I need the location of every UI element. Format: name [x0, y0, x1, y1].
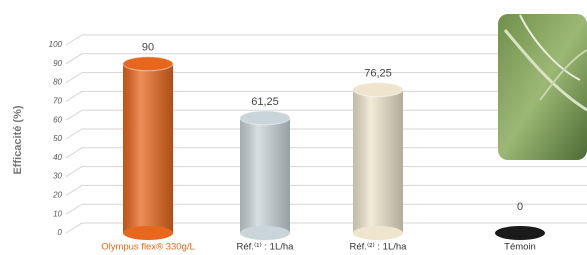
y-tick-label: 60	[53, 115, 62, 124]
bar-bottom	[240, 226, 290, 240]
bar-top	[123, 57, 173, 71]
bar-top	[240, 111, 290, 125]
bar-shade	[240, 118, 290, 233]
chart: Efficacité (%) 0 10 20 30 40 50 60 70 80 90 100 90 O…	[0, 0, 587, 255]
y-tick-label: 30	[53, 172, 62, 181]
bar-top	[353, 83, 403, 97]
value-label: 61,25	[251, 96, 279, 108]
value-label: 76,25	[364, 68, 392, 80]
y-tick-label: 90	[53, 59, 62, 68]
photo	[498, 14, 587, 160]
bar-shade	[353, 90, 403, 233]
value-label: 90	[142, 42, 154, 54]
x-tick-label: Témoin	[504, 242, 536, 253]
bar-top	[495, 226, 545, 240]
bar-bottom	[353, 226, 403, 240]
y-tick-label: 10	[53, 209, 62, 218]
y-tick-label: 0	[58, 228, 63, 237]
y-tick-label: 70	[53, 97, 62, 106]
x-tick-label: Réf.⁽²⁾ : 1L/ha	[350, 242, 408, 253]
x-tick-label: Réf.⁽¹⁾ : 1L/ha	[237, 242, 295, 253]
y-tick-label: 20	[52, 191, 62, 200]
y-tick-label: 100	[49, 40, 63, 49]
bar-shade	[123, 64, 173, 233]
x-tick-label: Olympus flex® 330g/L	[101, 242, 195, 253]
bar-bottom	[123, 226, 173, 240]
y-tick-label: 50	[53, 134, 62, 143]
y-axis-label: Efficacité (%)	[12, 105, 24, 174]
y-tick-label: 80	[53, 78, 62, 87]
y-tick-label: 40	[53, 153, 62, 162]
value-label: 0	[517, 201, 523, 213]
